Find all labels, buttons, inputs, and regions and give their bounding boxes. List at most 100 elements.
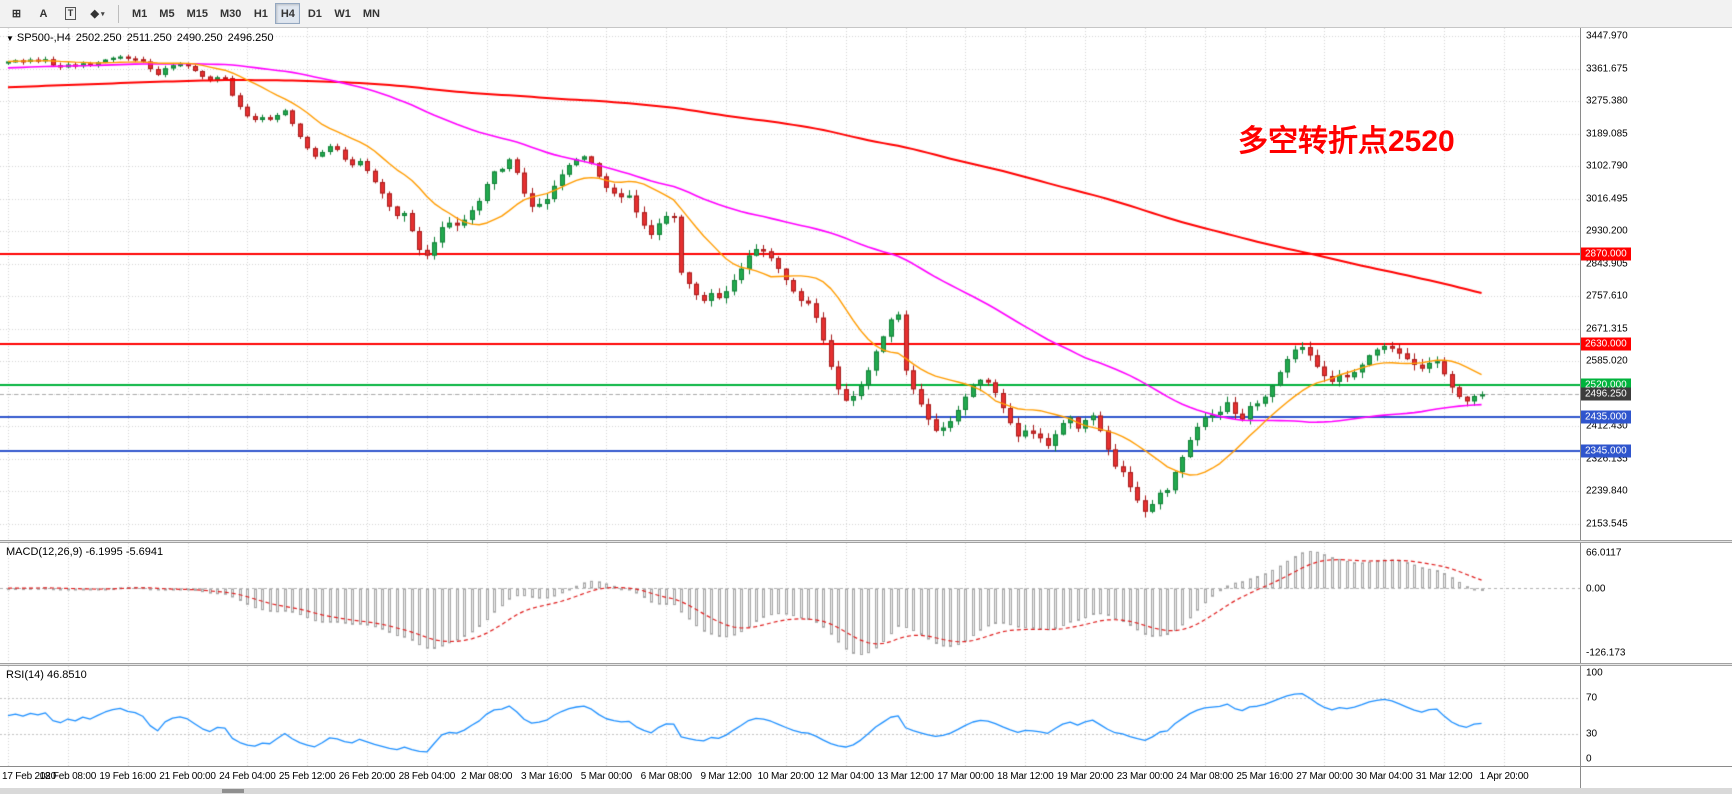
- price-axis-label: 3361.675: [1586, 63, 1628, 74]
- time-axis-label: 21 Feb 00:00: [159, 771, 216, 782]
- time-axis-label: 9 Mar 12:00: [700, 771, 752, 782]
- price-axis-label: 2412.430: [1586, 420, 1628, 432]
- macd-panel: MACD(12,26,9) -6.1995 -5.6941 66.0117 0.0…: [0, 543, 1732, 663]
- objects-button[interactable]: ◆ ▾: [85, 3, 110, 24]
- panel-divider[interactable]: [0, 663, 1732, 666]
- price-axis-label: 2843.905: [1586, 258, 1628, 269]
- price-axis-label: 2239.840: [1586, 485, 1628, 497]
- rsi-axis-label: 70: [1586, 692, 1598, 704]
- cursor-a-button[interactable]: A: [31, 3, 56, 24]
- ohlc-low: 2490.250: [176, 32, 223, 44]
- timeframe-button-H1[interactable]: H1: [253, 7, 268, 20]
- hline-price-tag: 2870.000: [1581, 247, 1631, 261]
- rsi-axis-label: 30: [1586, 728, 1598, 740]
- timeframe-button-MN[interactable]: MN: [362, 7, 380, 20]
- time-axis-corner: [1580, 767, 1732, 788]
- price-axis-label: 2930.200: [1586, 225, 1628, 237]
- price-axis-label: 3102.790: [1586, 160, 1628, 172]
- time-axis-label: 6 Mar 08:00: [640, 771, 692, 782]
- price-axis: 3447.970 3361.675 3275.380 3189.085 3102.790…: [1580, 28, 1732, 540]
- time-axis-label: 23 Mar 00:00: [1116, 771, 1174, 782]
- price-axis-label: 3447.970: [1586, 30, 1628, 42]
- objects-button-glyph: ◆: [90, 8, 99, 20]
- text-label-button-glyph: T: [64, 7, 77, 20]
- time-axis-label: 5 Mar 00:00: [580, 771, 632, 782]
- timeframe-button-M5[interactable]: M5: [159, 7, 175, 20]
- time-axis-label: 24 Feb 04:00: [219, 771, 276, 782]
- hline-price-tag: 2630.000: [1581, 337, 1631, 351]
- macd-axis-label: 0.00: [1586, 583, 1606, 594]
- chart-grid-button[interactable]: ⊞: [4, 3, 29, 24]
- macd-axis-label: 66.0117: [1586, 547, 1622, 559]
- time-axis-label: 13 Mar 12:00: [877, 771, 934, 782]
- main-chart-panel: ▼ SP500-,H4 2502.250 2511.250 2490.250 2496.2…: [0, 28, 1732, 540]
- macd-axis: 66.0117 0.00 -126.173: [1580, 543, 1732, 663]
- macd-canvas[interactable]: [0, 543, 1580, 663]
- rsi-axis: 100 70 30 0: [1580, 666, 1732, 766]
- rsi-axis-label: 100: [1586, 667, 1603, 679]
- time-axis-label: 10 Mar 20:00: [757, 771, 815, 782]
- time-axis-label: 19 Mar 20:00: [1056, 771, 1114, 782]
- chart-grid-button-glyph: ⊞: [11, 8, 22, 20]
- dropdown-caret-icon: ▾: [100, 10, 105, 18]
- ohlc-high: 2511.250: [126, 32, 172, 44]
- time-axis-label: 17 Mar 00:00: [937, 771, 994, 782]
- price-axis-label: 3016.495: [1586, 193, 1628, 204]
- price-axis-label: 3189.085: [1586, 128, 1628, 139]
- rsi-axis-label: 0: [1586, 753, 1592, 765]
- current-price-tag: 2496.250: [1581, 387, 1631, 401]
- time-axis-label: 24 Mar 08:00: [1176, 771, 1234, 782]
- time-axis-label: 2 Mar 08:00: [461, 771, 513, 782]
- price-axis-label: 2585.020: [1586, 355, 1628, 367]
- ohlc-open: 2502.250: [75, 32, 122, 44]
- panel-divider[interactable]: [0, 540, 1732, 543]
- toolbar-buttons: ⊞ A T ◆ ▾ M1 M5 M15 M30 H1 H4 D1 W1 MN: [0, 0, 1732, 27]
- macd-axis-label: -126.173: [1586, 647, 1626, 659]
- main-chart-canvas[interactable]: [0, 28, 1580, 540]
- ohlc-close: 2496.250: [227, 32, 274, 44]
- text-label-button[interactable]: T: [58, 3, 83, 24]
- price-axis-label: 2757.610: [1586, 290, 1628, 302]
- time-axis-label: 18 Mar 12:00: [997, 771, 1054, 782]
- rsi-canvas[interactable]: [0, 666, 1580, 766]
- time-axis-label: 18 Feb 08:00: [39, 771, 97, 782]
- time-axis-label: 28 Feb 04:00: [398, 771, 456, 782]
- toolbar: ⊞ A T ◆ ▾ M1 M5 M15 M30 H1 H4 D1 W1 MN: [0, 0, 1732, 28]
- price-axis-label: 2326.135: [1586, 453, 1628, 464]
- chart-title: ▼ SP500-,H4 2502.250 2511.250 2490.250 2496.2…: [6, 32, 273, 44]
- price-axis-label: 2153.545: [1586, 518, 1628, 529]
- time-axis-label: 26 Feb 20:00: [338, 771, 396, 782]
- time-axis-label: 12 Mar 04:00: [817, 771, 875, 782]
- price-axis-label: 2671.315: [1586, 323, 1628, 334]
- time-axis-label: 30 Mar 04:00: [1356, 771, 1413, 782]
- timeframe-button-H4[interactable]: H4: [275, 3, 301, 24]
- time-axis-label: 3 Mar 16:00: [520, 771, 573, 782]
- cursor-a-button-glyph: A: [39, 7, 48, 20]
- time-axis-label: 25 Mar 16:00: [1236, 771, 1293, 782]
- time-axis-label: 17 Feb 2020: [2, 771, 56, 782]
- chart-annotation-text: 多空转折点2520: [1238, 125, 1455, 158]
- horizontal-scrollbar[interactable]: [0, 788, 1732, 794]
- time-axis-label: 1 Apr 20:00: [1479, 771, 1529, 782]
- timeframe-button-D1[interactable]: D1: [307, 7, 322, 20]
- macd-label: MACD(12,26,9) -6.1995 -5.6941: [6, 546, 164, 558]
- toolbar-separator: [118, 4, 119, 23]
- rsi-label: RSI(14) 46.8510: [6, 669, 87, 681]
- time-axis-label: 19 Feb 16:00: [99, 771, 156, 782]
- time-axis-label: 27 Mar 00:00: [1296, 771, 1353, 782]
- timeframe-button-M30[interactable]: M30: [219, 7, 242, 20]
- time-axis: 17 Feb 2020 18 Feb 08:00 19 Feb 16:00 21 Fe…: [0, 766, 1732, 788]
- time-axis-label: 31 Mar 12:00: [1415, 771, 1473, 782]
- time-axis-label: 25 Feb 12:00: [278, 771, 336, 782]
- timeframe-button-W1[interactable]: W1: [334, 7, 351, 20]
- hline-price-tag: 2345.000: [1581, 444, 1631, 458]
- scrollbar-thumb[interactable]: [222, 789, 244, 793]
- timeframe-button-M1[interactable]: M1: [132, 7, 148, 20]
- rsi-panel: RSI(14) 46.8510 100 70 30 0: [0, 666, 1732, 766]
- chart-menu-icon[interactable]: ▼: [6, 34, 14, 43]
- timeframe-button-M15[interactable]: M15: [186, 7, 208, 20]
- chart-symbol-timeframe: SP500-,H4: [16, 32, 71, 44]
- hline-price-tag: 2435.000: [1581, 410, 1631, 424]
- price-axis-label: 3275.380: [1586, 95, 1628, 107]
